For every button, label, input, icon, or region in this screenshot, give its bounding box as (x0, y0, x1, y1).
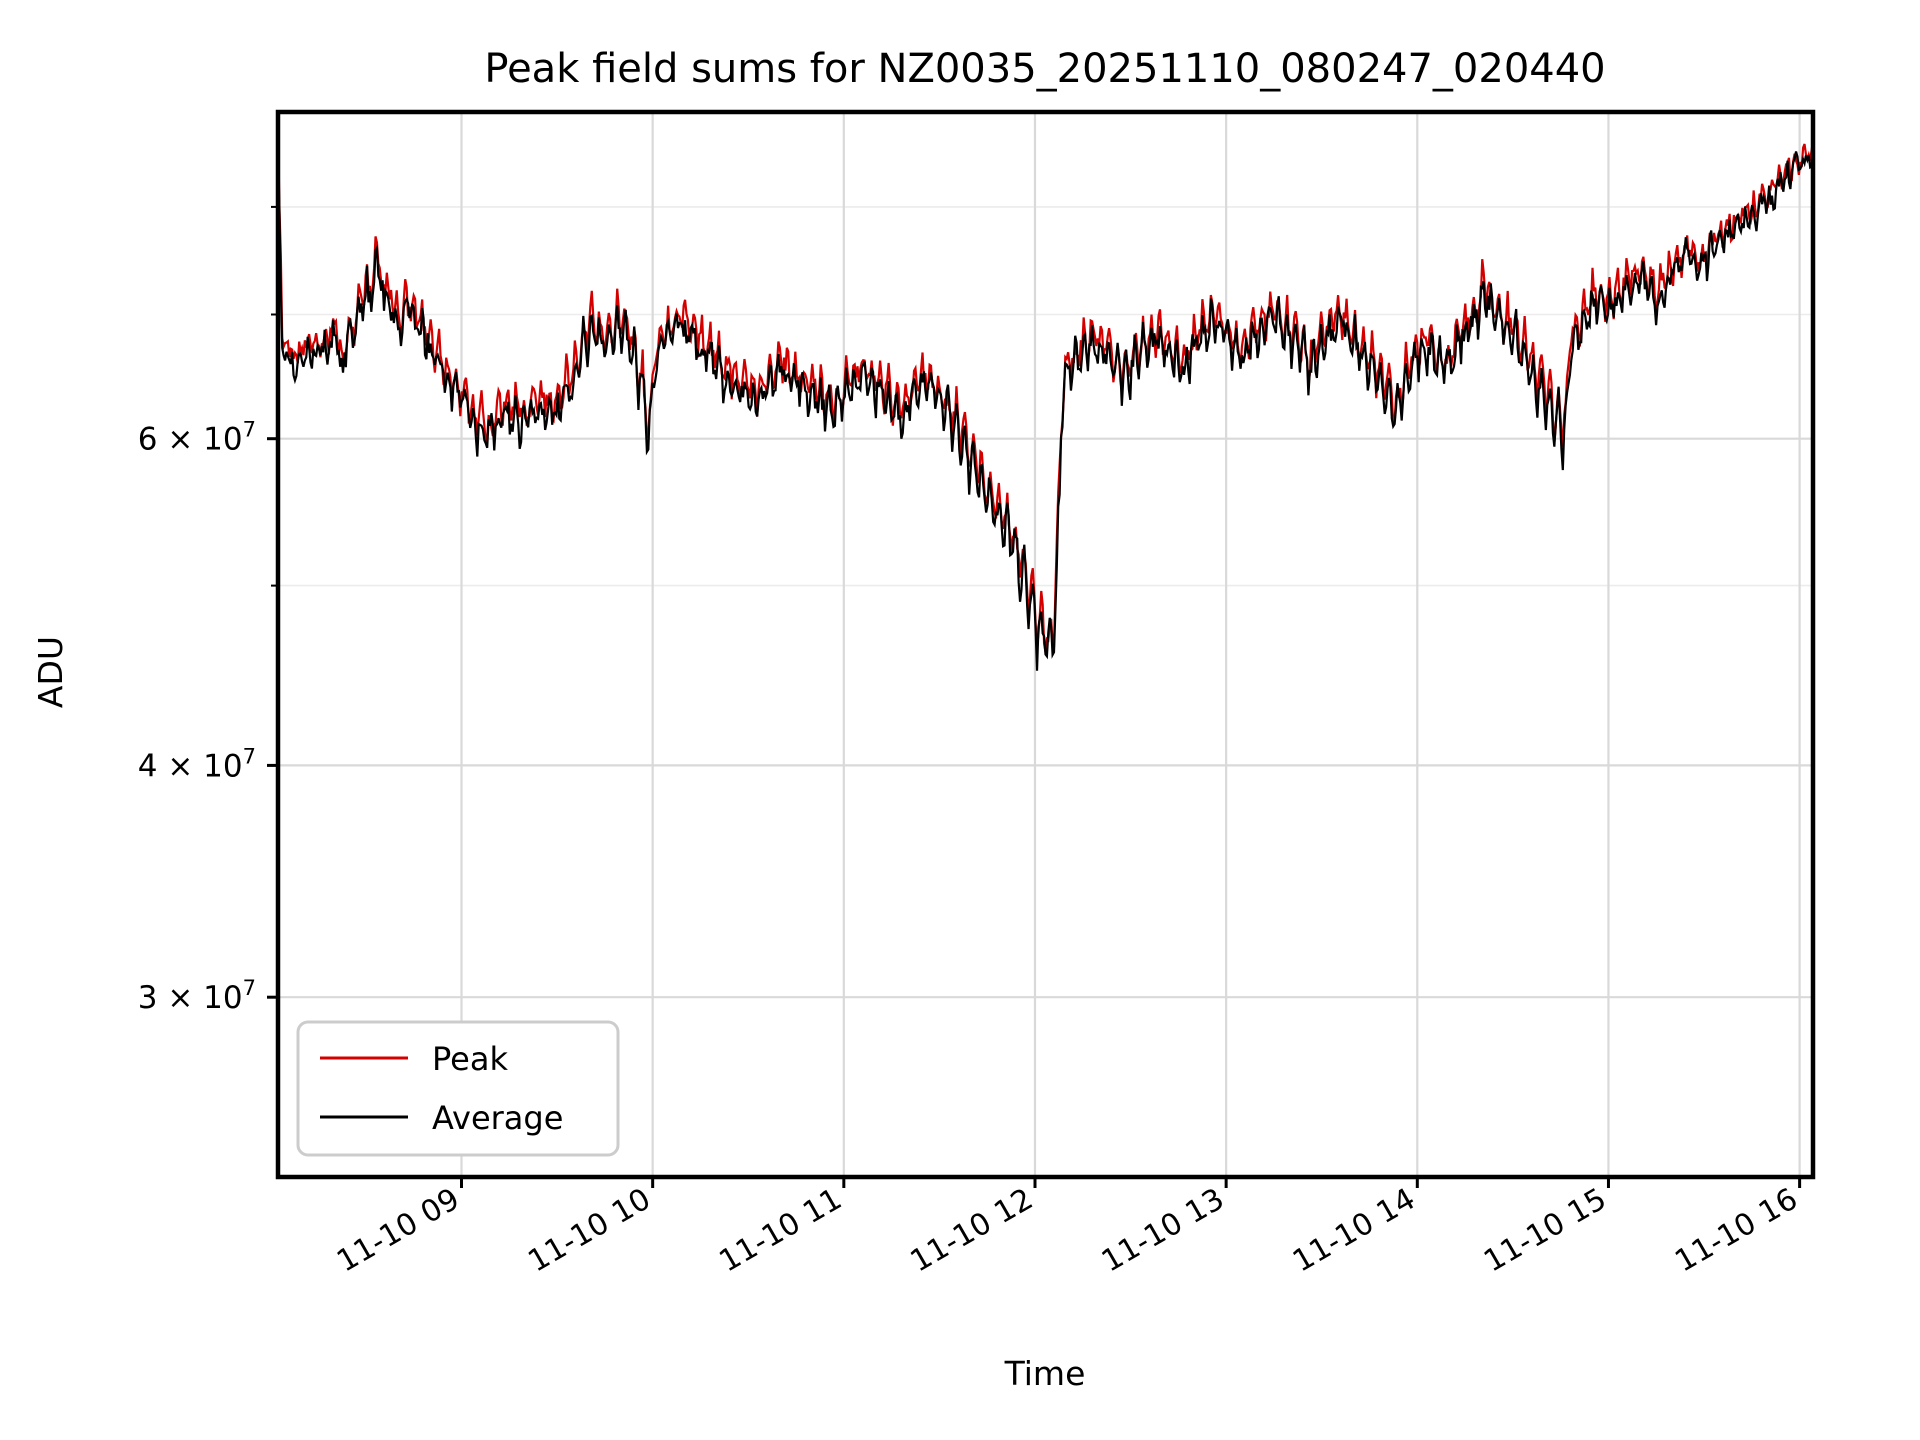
y-tick-label: 4 × 107 (138, 744, 256, 784)
x-tick-marks (460, 1177, 1802, 1188)
chart-title: Peak field sums for NZ0035_20251110_0802… (484, 46, 1605, 92)
legend-label-average: Average (432, 1099, 563, 1137)
y-tick-labels: 6 × 107 4 × 107 3 × 107 (138, 418, 256, 1017)
y-tick-marks (267, 205, 278, 999)
data-series-layer (278, 130, 1813, 671)
major-y-gridlines (278, 437, 1813, 999)
legend-label-peak: Peak (432, 1040, 508, 1078)
minor-y-gridlines (278, 206, 1813, 587)
legend-item-peak[interactable]: Peak (320, 1040, 508, 1078)
y-tick-label: 3 × 107 (138, 976, 256, 1016)
legend: Peak Average (296, 1020, 620, 1157)
legend-item-average[interactable]: Average (320, 1099, 563, 1137)
series-line-average (278, 143, 1813, 671)
y-axis-label: ADU (31, 636, 70, 708)
axes-spines (275, 109, 1816, 1180)
legend-box (296, 1020, 620, 1157)
x-axis-label: Time (1004, 1354, 1086, 1393)
y-tick-label: 6 × 107 (138, 418, 256, 458)
